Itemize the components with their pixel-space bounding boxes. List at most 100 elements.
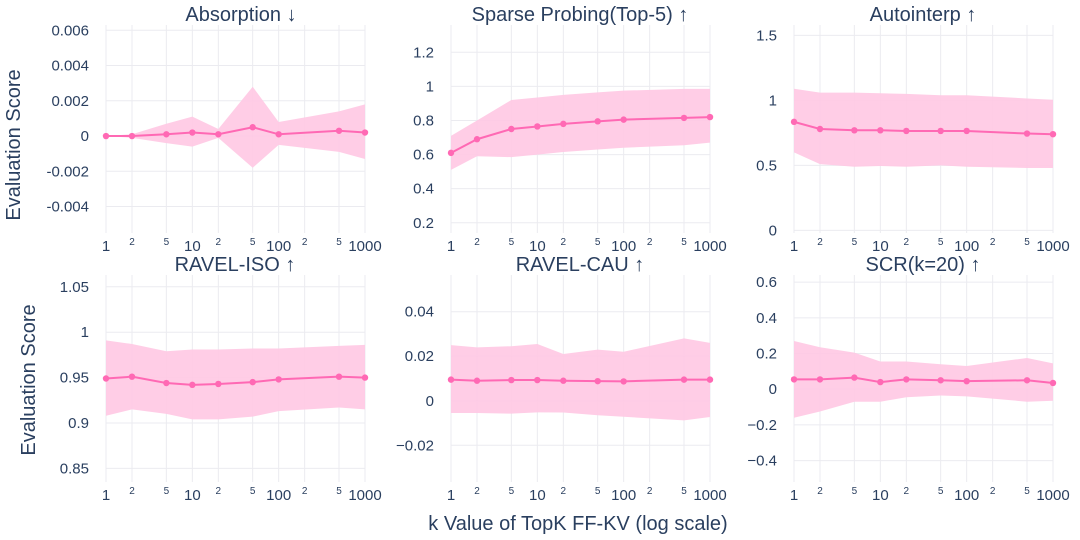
data-point (594, 377, 601, 385)
x-tick-label: 1 (102, 487, 110, 504)
data-point (1049, 131, 1057, 138)
x-tick-label: 10 (529, 238, 546, 255)
data-point (1023, 377, 1031, 384)
y-tick-label: −0.4 (747, 453, 777, 470)
data-point (680, 114, 688, 122)
data-point (335, 127, 343, 134)
subplot-title: Sparse Probing(Top-5) ↑ (472, 4, 689, 26)
x-tick-label-minor: 2 (129, 486, 135, 497)
y-tick-label: 0.6 (756, 274, 777, 291)
x-tick-label: 10 (529, 487, 546, 504)
x-tick-label-minor: 5 (336, 486, 342, 497)
data-point (335, 373, 343, 380)
x-tick-label-minor: 2 (817, 237, 823, 248)
data-point (790, 118, 798, 126)
x-tick-label: 1000 (348, 238, 381, 255)
data-point (128, 132, 136, 140)
x-tick-label-minor: 5 (250, 486, 256, 497)
x-tick-label-minor: 2 (817, 486, 823, 497)
x-tick-label-minor: 5 (681, 237, 687, 248)
x-tick-label: 1 (790, 487, 798, 504)
confidence-band (451, 88, 710, 170)
y-tick-label: 0.02 (405, 348, 434, 365)
y-tick-label: 0.04 (405, 304, 434, 321)
data-point (594, 118, 601, 125)
data-point (877, 378, 884, 386)
data-point (963, 127, 970, 135)
x-tick-label: 1 (790, 238, 798, 255)
data-point (816, 125, 824, 133)
data-point (508, 376, 515, 384)
subplot-title: SCR(k=20) ↑ (865, 254, 980, 276)
subplot-title: RAVEL-ISO ↑ (175, 254, 296, 276)
x-tick-label-minor: 5 (852, 237, 858, 248)
x-tick-label: 1000 (348, 487, 381, 504)
subplot-1: -0.004 -0.002 0 0.002 0.004 0.006 1 10 100 1000 2 5… (46, 4, 381, 255)
x-tick-label: 1000 (1036, 238, 1069, 255)
data-point (790, 376, 798, 383)
y-tick-label: 0 (769, 381, 777, 398)
data-point (215, 380, 222, 388)
y-tick-label: 1.2 (413, 44, 434, 61)
subplot-title: Autointerp ↑ (870, 4, 977, 26)
data-point (937, 127, 944, 135)
x-tick-label-minor: 2 (216, 486, 222, 497)
x-tick-label-minor: 2 (647, 486, 653, 497)
data-point (534, 376, 541, 384)
y-tick-label: −0.2 (747, 417, 777, 434)
confidence-band (451, 338, 710, 421)
x-tick-label-minor: 5 (681, 486, 687, 497)
y-tick-label: -0.002 (46, 163, 89, 180)
x-tick-label-minor: 5 (1024, 486, 1030, 497)
data-point (215, 131, 222, 138)
y-tick-label: 0.004 (51, 58, 89, 75)
x-tick-label: 100 (611, 487, 636, 504)
data-point (275, 131, 282, 138)
y-tick-label: 0.006 (51, 22, 89, 39)
x-tick-label-minor: 2 (474, 237, 480, 248)
data-point (163, 131, 170, 138)
data-point (249, 124, 256, 131)
data-point (102, 132, 110, 140)
x-tick-label-minor: 5 (938, 237, 944, 248)
x-tick-label-minor: 2 (216, 237, 222, 248)
x-tick-label-minor: 5 (250, 237, 256, 248)
y-tick-label: 0.8 (413, 112, 434, 129)
data-point (963, 377, 970, 385)
data-point (508, 125, 515, 133)
data-point (1023, 130, 1031, 137)
y-tick-label: 0.9 (68, 415, 89, 432)
data-point (851, 374, 858, 381)
data-point (361, 129, 369, 136)
x-tick-label-minor: 5 (595, 486, 601, 497)
confidence-band (106, 340, 365, 420)
x-tick-label-minor: 2 (302, 486, 308, 497)
data-point (447, 149, 455, 157)
x-tick-label-minor: 5 (509, 237, 515, 248)
y-tick-label: 0.4 (756, 310, 777, 327)
x-tick-label-minor: 2 (647, 237, 653, 248)
x-tick-label-minor: 2 (904, 237, 910, 248)
x-tick-label-minor: 2 (990, 237, 996, 248)
x-tick-label-minor: 2 (904, 486, 910, 497)
data-point (937, 377, 944, 384)
y-tick-label: 0 (81, 128, 89, 145)
data-point (620, 116, 627, 123)
x-tick-label-minor: 2 (561, 237, 567, 248)
data-point (560, 120, 567, 128)
confidence-band (794, 88, 1053, 168)
y-tick-label: 1 (769, 92, 777, 109)
x-tick-label: 100 (611, 238, 636, 255)
x-tick-label: 10 (184, 487, 201, 504)
x-tick-label: 1000 (693, 487, 726, 504)
x-tick-label: 1 (447, 238, 455, 255)
data-point (877, 127, 884, 134)
y-tick-label: 0 (769, 222, 777, 239)
y-tick-label: 0 (426, 393, 434, 410)
y-tick-label: 0.85 (60, 460, 89, 477)
data-point (560, 377, 567, 384)
data-point (620, 378, 627, 385)
y-tick-label: 1 (81, 324, 89, 341)
data-point (903, 127, 910, 135)
